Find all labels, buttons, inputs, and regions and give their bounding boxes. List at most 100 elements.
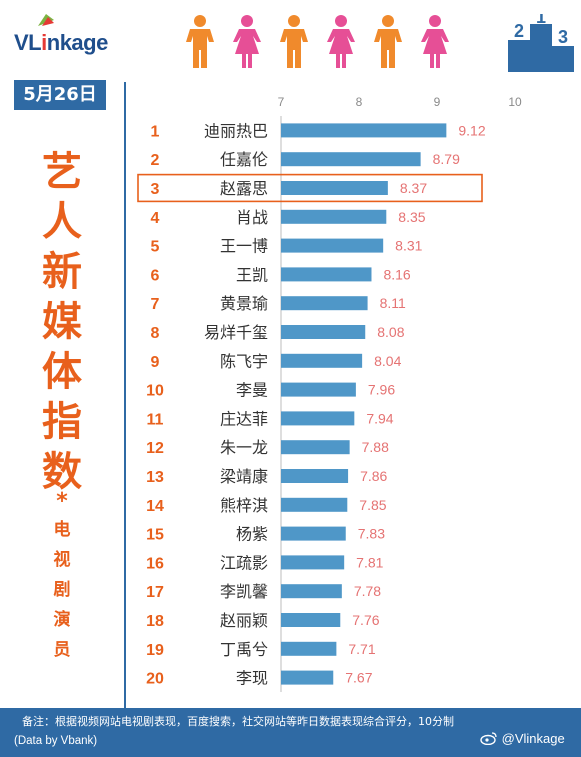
bar — [281, 440, 350, 455]
category-label: 李曼 — [236, 381, 268, 400]
rank-label: 10 — [146, 383, 164, 400]
bar — [281, 382, 356, 397]
man-icon — [374, 15, 402, 68]
subtitle-char: 演 — [53, 610, 71, 630]
title-char: 体 — [42, 349, 82, 395]
rank-label: 2 — [151, 152, 160, 169]
value-label: 7.88 — [362, 439, 389, 455]
value-label: 8.31 — [395, 238, 422, 254]
category-label: 赵露思 — [220, 179, 268, 198]
bar — [281, 209, 387, 224]
value-label: 8.08 — [377, 324, 404, 340]
bar — [281, 641, 337, 656]
x-tick-label: 7 — [278, 95, 285, 109]
header: VLinkage 2 1 3 — [0, 0, 581, 75]
title-char: 数 — [42, 449, 82, 495]
bar — [281, 411, 355, 426]
category-label: 王一博 — [220, 237, 268, 256]
bar — [281, 670, 334, 685]
rank-label: 16 — [146, 555, 164, 572]
logo-part-3: nkage — [46, 30, 109, 55]
value-label: 8.16 — [383, 266, 410, 282]
rank-label: 20 — [146, 671, 164, 688]
title-char: 新 — [42, 249, 82, 295]
bar — [281, 152, 421, 167]
bar — [281, 325, 366, 339]
value-label: 7.85 — [359, 497, 386, 513]
bar — [281, 123, 447, 138]
title-char: 艺 — [42, 149, 82, 195]
value-label: 7.78 — [354, 583, 381, 599]
rank-label: 19 — [146, 642, 164, 659]
category-label: 迪丽热巴 — [204, 121, 268, 140]
rank-label: 13 — [146, 469, 164, 486]
bar — [281, 353, 363, 368]
rank-label: 12 — [146, 440, 164, 457]
footer-source: (Data by Vbank) — [14, 735, 98, 747]
people-icons — [186, 15, 449, 68]
category-label: 杨紫 — [236, 525, 268, 544]
footer — [0, 708, 581, 757]
rank-label: 5 — [151, 239, 160, 256]
value-label: 7.94 — [366, 410, 393, 426]
category-label: 肖战 — [236, 208, 268, 227]
footer-note: 备注：根据视频网站电视剧表现，百度搜索，社交网站等昨日数据表现综合评分，10分制 — [22, 715, 454, 728]
x-tick-label: 9 — [434, 95, 441, 109]
value-label: 8.79 — [433, 151, 460, 167]
bar — [281, 238, 384, 253]
category-label: 任嘉伦 — [220, 150, 268, 169]
weibo-text: @Vlinkage — [501, 731, 565, 746]
podium-2: 2 — [514, 21, 524, 41]
value-label: 7.96 — [368, 382, 395, 398]
value-label: 7.86 — [360, 468, 387, 484]
rank-label: 7 — [151, 296, 160, 313]
category-label: 江疏影 — [220, 553, 268, 572]
category-label: 黄景瑜 — [220, 294, 268, 313]
category-label: 熊梓淇 — [220, 496, 268, 515]
rank-label: 4 — [151, 210, 160, 227]
value-label: 9.12 — [458, 122, 485, 138]
man-icon — [280, 15, 308, 68]
category-label: 朱一龙 — [220, 438, 268, 457]
woman-icon — [327, 15, 355, 68]
category-label: 王凯 — [236, 265, 268, 284]
category-label: 陈飞宇 — [220, 352, 268, 371]
bar — [281, 267, 372, 282]
weibo-handle: @Vlinkage — [480, 731, 565, 746]
value-label: 8.04 — [374, 353, 401, 369]
category-label: 丁禹兮 — [220, 640, 268, 659]
category-label: 李现 — [236, 669, 268, 688]
subtitle-char: 视 — [53, 550, 71, 570]
bar — [281, 497, 348, 512]
divider — [124, 82, 126, 708]
rank-label: 3 — [151, 181, 160, 198]
rank-label: 17 — [146, 584, 164, 601]
value-label: 7.71 — [348, 641, 375, 657]
category-label: 庄达菲 — [220, 409, 268, 428]
rank-label: 1 — [151, 123, 160, 140]
rank-label: 6 — [151, 267, 160, 284]
bar — [281, 469, 349, 483]
value-label: 8.35 — [398, 209, 425, 225]
value-label: 7.76 — [352, 612, 379, 628]
rank-label: 11 — [147, 411, 164, 428]
category-label: 李凯馨 — [220, 582, 268, 601]
title-char: 媒 — [42, 299, 82, 345]
highlight-box — [137, 173, 483, 203]
rank-label: 9 — [151, 354, 160, 371]
logo-part-1: VL — [14, 30, 42, 55]
podium-1: 1 — [536, 14, 546, 27]
value-label: 8.11 — [380, 295, 406, 311]
date-badge: 5月26日 — [14, 80, 106, 110]
title-char: 人 — [42, 199, 82, 245]
podium-icon: 2 1 3 — [508, 14, 574, 72]
bar — [281, 526, 346, 541]
bar — [281, 555, 345, 570]
rank-label: 14 — [146, 498, 164, 515]
category-label: 梁靖康 — [220, 467, 268, 486]
category-label: 易烊千玺 — [204, 323, 268, 342]
sidebar-title: 艺 人 新 媒 体 指 数 * 电 视 剧 演 员 — [0, 110, 124, 710]
rank-label: 8 — [151, 325, 160, 342]
value-label: 8.37 — [400, 180, 427, 196]
